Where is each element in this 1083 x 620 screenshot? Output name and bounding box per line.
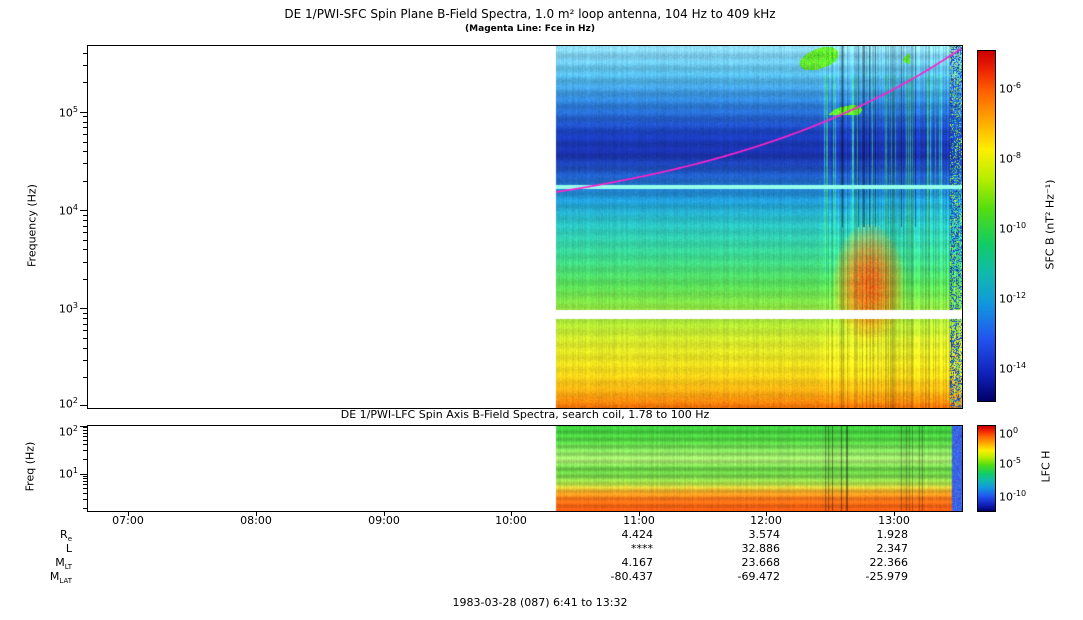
axis-tick-mark [766,511,767,516]
sfc-colorbar-tick-2: 10-8 [999,151,1047,166]
ephemeris-value: 22.366 [828,556,908,569]
ephemeris-value: 4.167 [573,556,653,569]
axis-tick-mark [83,134,88,135]
sfc-spectrogram-panel [87,45,963,409]
axis-tick-mark [83,142,88,143]
lfc-colorbar-axis-label: LFC H [1040,417,1053,517]
axis-tick-mark [639,511,640,516]
figure-root: DE 1/PWI-SFC Spin Plane B-Field Spectra,… [0,0,1083,620]
axis-tick-mark [83,440,88,441]
axis-tick-mark [83,226,88,227]
sfc-colorbar-tick-4: 10-12 [999,291,1047,306]
axis-tick-mark [83,478,88,479]
axis-tick-mark [83,459,88,460]
axis-tick-mark [83,279,88,280]
axis-tick-mark [83,444,88,445]
ephemeris-value: **** [573,542,653,555]
ephemeris-value: 32.886 [700,542,780,555]
axis-tick-mark [80,308,88,309]
lfc-spectrogram-canvas [88,426,962,511]
axis-tick-mark [83,433,88,434]
ephemeris-value: -80.437 [573,570,653,583]
axis-tick-mark [83,450,88,451]
axis-tick-mark [83,427,88,428]
axis-tick-mark [80,474,88,475]
sfc-ytick-1e2: 102 [42,396,78,411]
lfc-colorbar-canvas [978,426,995,511]
sfc-colorbar-canvas [978,51,995,401]
ephemeris-row-label-mlat: MLAT [2,570,72,585]
lfc-spectrogram-panel [87,425,963,512]
axis-tick-mark [83,65,88,66]
ephemeris-row-label-l: L [2,542,72,557]
axis-tick-mark [83,484,88,485]
axis-tick-mark [83,348,88,349]
axis-tick-mark [83,476,88,477]
axis-tick-mark [256,511,257,516]
lfc-panel-title: DE 1/PWI-LFC Spin Axis B-Field Spectra, … [88,408,962,421]
axis-tick-mark [83,151,88,152]
axis-tick-mark [83,430,88,431]
lfc-y-axis-label: Freq (Hz) [24,417,37,517]
axis-tick-mark [83,82,88,83]
ephemeris-value: -69.472 [700,570,780,583]
sfc-y-axis-label: Frequency (Hz) [26,131,39,321]
axis-tick-mark [80,210,88,211]
axis-tick-mark [83,508,88,509]
ephemeris-value: 23.668 [700,556,780,569]
sfc-ytick-1e4: 104 [42,203,78,218]
lfc-ytick-1e2: 102 [42,424,78,439]
axis-tick-mark [384,511,385,516]
axis-tick-mark [83,324,88,325]
axis-tick-mark [83,116,88,117]
axis-tick-mark [83,122,88,123]
axis-tick-mark [83,436,88,437]
ephemeris-value: 2.347 [828,542,908,555]
lfc-ytick-1e1: 101 [42,466,78,481]
sfc-colorbar-tick-3: 10-10 [999,221,1047,236]
sfc-colorbar-axis-label: SFC B (nT² Hz⁻¹) [1044,125,1057,325]
ephemeris-value: -25.979 [828,570,908,583]
ephemeris-row-label-re: Re [2,528,72,543]
ephemeris-row-label-mlt: MLT [2,556,72,571]
axis-tick-mark [83,330,88,331]
sfc-colorbar-tick-1: 10-6 [999,81,1047,96]
axis-tick-mark [83,262,88,263]
axis-tick-mark [83,163,88,164]
axis-tick-mark [83,488,88,489]
sfc-spectrogram-canvas [88,46,962,408]
axis-tick-mark [83,313,88,314]
ephemeris-value: 4.424 [573,528,653,541]
axis-tick-mark [83,53,88,54]
axis-tick-mark [83,493,88,494]
axis-tick-mark [83,360,88,361]
axis-tick-mark [83,232,88,233]
axis-tick-mark [80,112,88,113]
axis-tick-mark [80,405,88,406]
axis-tick-mark [83,249,88,250]
sfc-ytick-1e5: 105 [42,105,78,120]
axis-tick-mark [83,481,88,482]
lfc-colorbar-panel [977,425,996,512]
axis-tick-mark [83,377,88,378]
footer-caption: 1983-03-28 (087) 6:41 to 13:32 [0,596,1080,609]
axis-tick-mark [83,127,88,128]
axis-tick-mark [511,511,512,516]
axis-tick-mark [83,499,88,500]
axis-tick-mark [894,511,895,516]
sfc-colorbar-tick-5: 10-14 [999,361,1047,376]
sfc-colorbar-panel [977,50,996,402]
axis-tick-mark [83,220,88,221]
axis-tick-mark [83,338,88,339]
ephemeris-value: 3.574 [700,528,780,541]
axis-tick-mark [83,181,88,182]
axis-tick-mark [83,318,88,319]
figure-subtitle: (Magenta Line: Fce in Hz) [0,24,1060,34]
axis-tick-mark [83,240,88,241]
figure-title: DE 1/PWI-SFC Spin Plane B-Field Spectra,… [0,7,1060,21]
axis-tick-mark [128,511,129,516]
ephemeris-value: 1.928 [828,528,908,541]
axis-tick-mark [83,215,88,216]
sfc-ytick-1e3: 103 [42,301,78,316]
